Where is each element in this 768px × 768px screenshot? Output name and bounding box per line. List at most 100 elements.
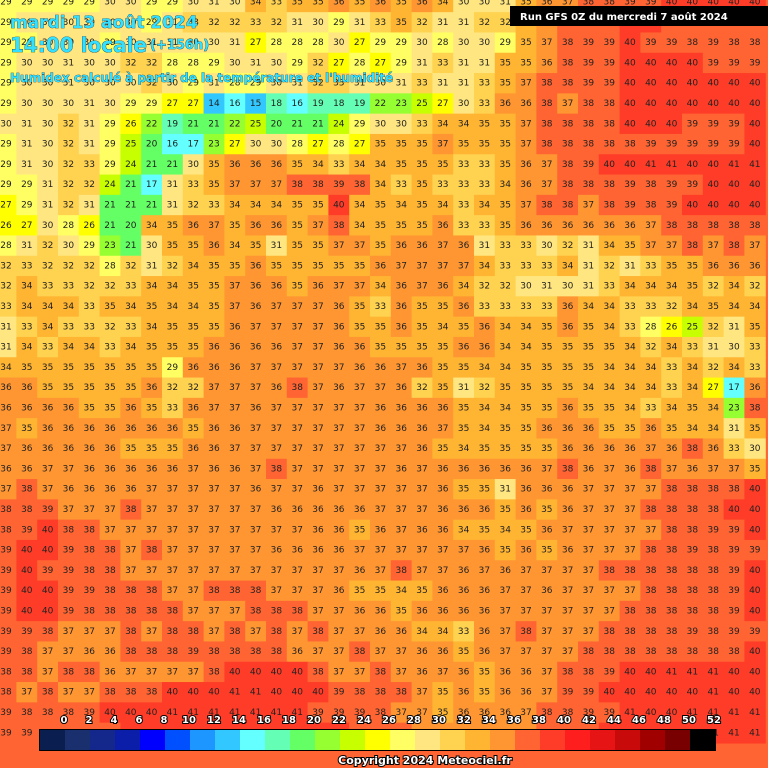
humidex-value: 38 (520, 627, 532, 637)
humidex-cell (432, 499, 454, 521)
humidex-value: 38 (666, 607, 678, 617)
humidex-cell (162, 255, 184, 277)
humidex-value: 38 (146, 688, 158, 698)
humidex-cell (411, 32, 433, 54)
humidex-cell (203, 539, 225, 561)
humidex-value: 36 (250, 160, 262, 170)
humidex-cell (203, 52, 225, 74)
humidex-cell (245, 73, 267, 94)
forecast-date: mardi 13 août 2024 (10, 13, 198, 33)
humidex-value: 36 (125, 464, 137, 474)
humidex-cell (411, 316, 433, 338)
humidex-value: 36 (520, 667, 532, 677)
humidex-cell (682, 357, 704, 379)
humidex-cell (203, 296, 225, 318)
humidex-value: 38 (167, 627, 179, 637)
humidex-cell (349, 479, 371, 500)
humidex-cell (307, 479, 329, 500)
humidex-value: 37 (291, 525, 302, 535)
humidex-value: 38 (83, 525, 95, 535)
humidex-value: 36 (707, 261, 719, 271)
humidex-value: 31 (0, 322, 11, 332)
legend-swatch (365, 730, 390, 750)
humidex-value: 36 (271, 505, 283, 515)
humidex-cell (515, 296, 537, 318)
humidex-value: 30 (42, 160, 54, 170)
humidex-cell (453, 519, 475, 541)
humidex-value: 38 (645, 627, 657, 637)
humidex-value: 34 (603, 383, 615, 393)
humidex-value: 33 (375, 302, 386, 312)
humidex-value: 39 (63, 546, 75, 556)
humidex-cell (474, 32, 496, 54)
humidex-cell (286, 194, 309, 216)
humidex-cell (723, 113, 745, 135)
humidex-value: 35 (375, 221, 386, 231)
humidex-value: 40 (624, 160, 636, 170)
humidex-value: 32 (666, 302, 677, 312)
humidex-value: 38 (624, 566, 636, 576)
humidex-cell (328, 418, 350, 440)
humidex-cell (640, 296, 662, 318)
humidex-value: 38 (562, 180, 574, 190)
humidex-cell (661, 377, 683, 399)
legend-label: 46 (632, 715, 646, 726)
humidex-cell (245, 499, 267, 521)
humidex-value: 35 (187, 424, 198, 434)
humidex-value: 40 (728, 667, 740, 677)
humidex-cell (328, 276, 350, 297)
humidex-value: 32 (416, 18, 427, 28)
humidex-value: 37 (541, 627, 552, 637)
humidex-value: 33 (0, 302, 11, 312)
humidex-value: 36 (83, 485, 95, 495)
humidex-value: 37 (250, 525, 261, 535)
humidex-cell (682, 133, 704, 155)
humidex-value: 41 (728, 708, 739, 718)
humidex-value: 37 (146, 667, 157, 677)
humidex-cell (619, 316, 641, 338)
humidex-value: 19 (167, 119, 179, 129)
humidex-value: 30 (562, 282, 574, 292)
humidex-cell (453, 52, 475, 74)
humidex-value: 36 (104, 667, 116, 677)
humidex-value: 27 (354, 140, 365, 150)
humidex-value: 35 (83, 404, 94, 414)
humidex-value: 30 (146, 241, 158, 251)
humidex-value: 38 (603, 140, 615, 150)
humidex-cell (349, 357, 371, 379)
humidex-cell (578, 458, 600, 480)
legend-label: 4 (111, 715, 118, 726)
humidex-value: 37 (520, 140, 531, 150)
humidex-value: 36 (333, 383, 345, 393)
humidex-cell (16, 73, 38, 94)
humidex-cell (370, 32, 392, 54)
humidex-cell (16, 235, 38, 257)
humidex-value: 34 (146, 221, 158, 231)
humidex-cell (245, 154, 267, 176)
humidex-value: 39 (728, 546, 740, 556)
humidex-value: 36 (603, 221, 615, 231)
humidex-cell (702, 479, 725, 500)
humidex-value: 37 (541, 464, 552, 474)
humidex-value: 27 (354, 38, 365, 48)
humidex-value: 37 (208, 505, 219, 515)
humidex-value: 39 (645, 38, 657, 48)
humidex-value: 37 (354, 404, 365, 414)
humidex-cell (78, 255, 101, 277)
humidex-value: 35 (624, 241, 635, 251)
humidex-value: 37 (520, 119, 531, 129)
humidex-value: 38 (541, 79, 553, 89)
humidex-cell (99, 336, 121, 358)
humidex-value: 33 (603, 282, 614, 292)
humidex-value: 34 (479, 404, 491, 414)
humidex-cell (78, 316, 101, 338)
humidex-cell (682, 519, 704, 541)
humidex-cell (474, 397, 496, 419)
humidex-cell (328, 377, 350, 399)
humidex-value: 38 (707, 627, 719, 637)
humidex-value: 35 (499, 160, 510, 170)
humidex-value: 36 (520, 464, 532, 474)
humidex-value: 35 (167, 322, 178, 332)
humidex-cell (474, 276, 496, 297)
